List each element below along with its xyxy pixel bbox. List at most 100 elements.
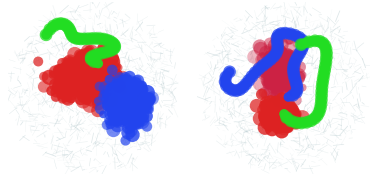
Point	[72, 81, 78, 84]
Point	[126, 108, 132, 111]
Point	[280, 127, 287, 130]
Point	[117, 98, 123, 100]
Point	[277, 40, 283, 43]
Point	[74, 80, 80, 83]
Point	[131, 89, 137, 91]
Point	[321, 73, 327, 76]
Point	[76, 82, 82, 85]
Point	[70, 69, 76, 71]
Point	[88, 65, 94, 68]
Point	[101, 76, 107, 79]
Point	[271, 63, 277, 66]
Point	[276, 122, 282, 125]
Point	[110, 57, 116, 60]
Point	[134, 114, 140, 116]
Point	[271, 63, 277, 66]
Point	[118, 102, 124, 105]
Point	[88, 85, 94, 88]
Point	[120, 104, 126, 106]
Point	[67, 63, 73, 66]
Point	[291, 116, 297, 119]
Point	[144, 125, 150, 128]
Point	[272, 76, 278, 79]
Point	[279, 67, 285, 70]
Point	[288, 75, 294, 78]
Point	[119, 95, 125, 98]
Point	[285, 38, 291, 41]
Point	[138, 112, 144, 115]
Point	[280, 85, 286, 88]
Point	[263, 72, 269, 75]
Point	[266, 57, 272, 60]
Point	[278, 69, 284, 71]
Point	[76, 68, 82, 71]
Point	[130, 90, 136, 93]
Point	[128, 101, 134, 104]
Point	[107, 40, 113, 43]
Point	[131, 99, 137, 102]
Point	[70, 64, 76, 67]
Point	[283, 123, 289, 125]
Point	[127, 83, 133, 86]
Point	[126, 93, 132, 96]
Point	[90, 75, 96, 77]
Point	[139, 99, 146, 102]
Point	[103, 84, 109, 87]
Point	[119, 95, 125, 98]
Point	[84, 71, 90, 74]
Point	[270, 102, 276, 104]
Point	[72, 80, 78, 83]
Point	[269, 121, 275, 124]
Point	[240, 86, 246, 89]
Point	[63, 68, 69, 71]
Point	[273, 69, 279, 72]
Point	[96, 92, 102, 95]
Point	[264, 55, 270, 58]
Point	[286, 53, 292, 56]
Point	[230, 89, 236, 92]
Point	[91, 66, 98, 69]
Point	[115, 73, 121, 76]
Point	[282, 56, 288, 59]
Point	[262, 116, 268, 119]
Point	[117, 77, 123, 80]
Point	[73, 87, 79, 90]
Point	[139, 121, 145, 124]
Point	[257, 45, 263, 48]
Point	[89, 70, 95, 72]
Point	[262, 112, 268, 115]
Point	[71, 64, 77, 67]
Point	[282, 125, 288, 128]
Point	[287, 32, 293, 35]
Point	[279, 50, 285, 53]
Point	[81, 73, 87, 76]
Point	[75, 75, 81, 77]
Point	[65, 81, 71, 83]
Point	[269, 112, 275, 115]
Point	[87, 104, 93, 107]
Point	[270, 123, 276, 126]
Point	[275, 59, 281, 62]
Point	[88, 80, 94, 83]
Point	[94, 99, 100, 102]
Point	[279, 97, 285, 100]
Point	[107, 78, 113, 81]
Point	[87, 58, 93, 61]
Point	[126, 96, 132, 99]
Point	[123, 111, 129, 114]
Point	[277, 115, 283, 118]
Point	[112, 108, 118, 110]
Point	[269, 57, 275, 60]
Point	[104, 95, 110, 97]
Point	[104, 124, 110, 126]
Point	[85, 75, 91, 78]
Point	[115, 83, 121, 86]
Point	[116, 101, 122, 104]
Point	[144, 106, 150, 108]
Point	[270, 78, 276, 81]
Point	[84, 78, 90, 81]
Point	[57, 69, 63, 72]
Point	[266, 105, 273, 108]
Point	[277, 82, 283, 85]
Point	[63, 87, 69, 90]
